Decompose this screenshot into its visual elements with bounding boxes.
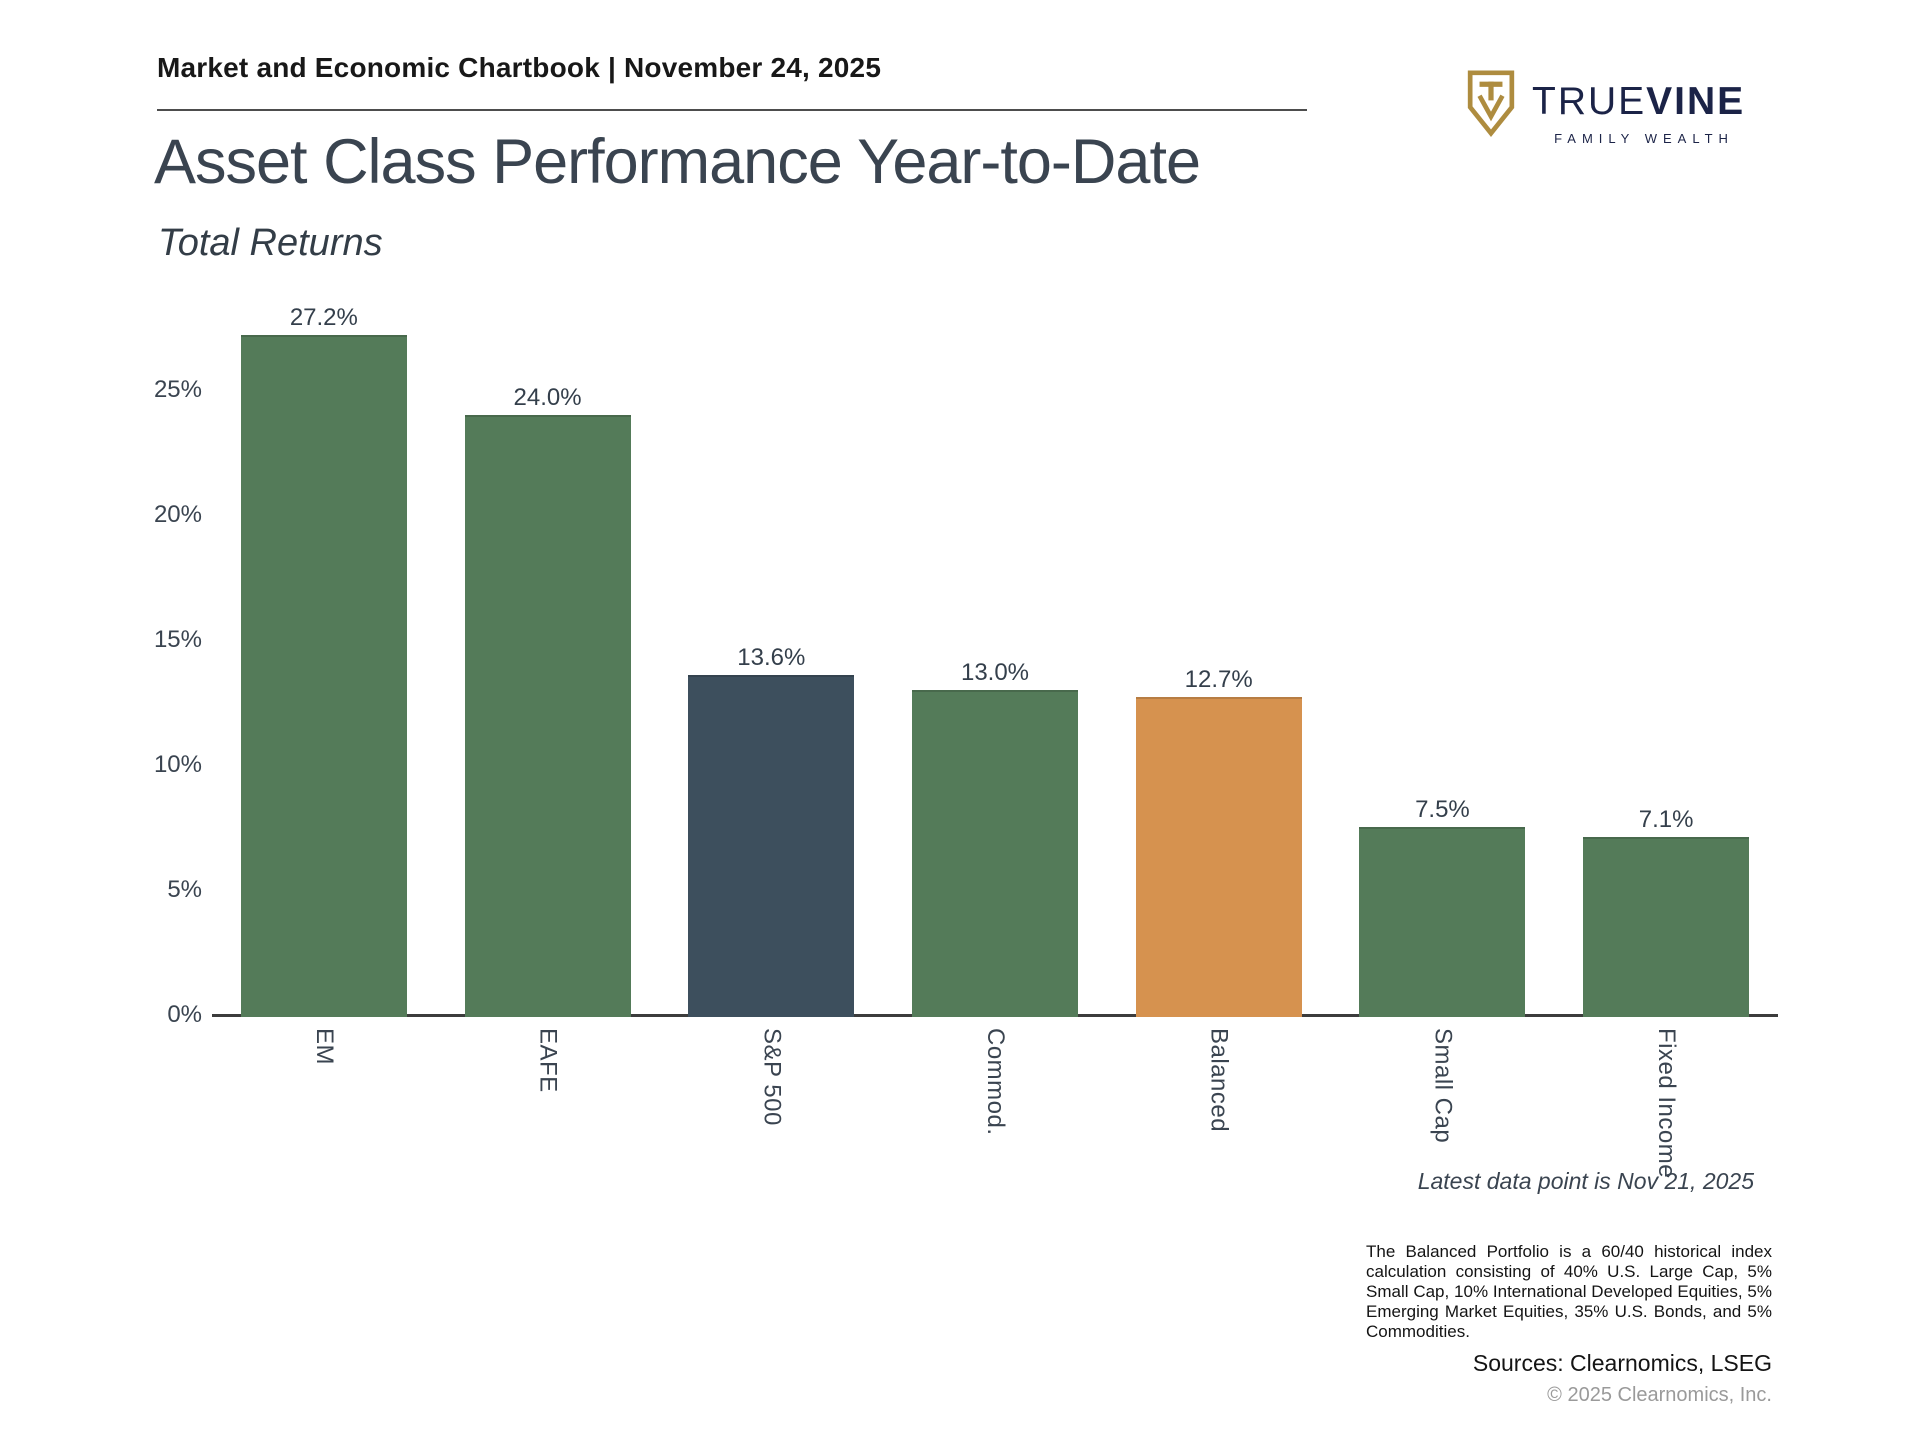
bar-s-p-500 [688,675,855,1017]
bar-value-label-em: 27.2% [289,304,358,331]
sources-note: Sources: Clearnomics, LSEG [1472,1350,1772,1376]
bar-value-label-small-cap: 7.5% [1415,796,1470,823]
x-axis-category-label-em: EM [310,1028,338,1065]
y-axis-tick-label-25: 25% [153,376,202,403]
x-axis-category-label-eafe: EAFE [534,1028,562,1093]
x-axis-category-label-s-p-500: S&P 500 [758,1028,786,1126]
brand-name-true: TRUE [1532,80,1647,123]
y-axis-tick-label-20: 20% [153,501,202,528]
chartbook-header-line: Market and Economic Chartbook | November… [157,52,882,83]
truevine-shield-logo-icon [1467,70,1515,137]
bar-value-label-fixed-income: 7.1% [1638,806,1694,833]
x-axis-category-label-small-cap: Small Cap [1429,1028,1457,1144]
bar-value-label-commod: 13.0% [960,659,1030,686]
brand-name-vine: VINE [1646,80,1746,123]
bar-commod [912,690,1078,1017]
x-axis-category-label-fixed-income: Fixed Income [1653,1028,1681,1179]
bar-small-cap [1359,827,1526,1017]
brand-tagline: FAMILY WEALTH [1554,131,1734,146]
page-subtitle: Total Returns [158,222,383,264]
bar-eafe [464,415,631,1017]
y-axis-tick-label-5: 5% [167,876,202,903]
y-axis-tick-label-10: 10% [153,751,202,778]
bar-value-label-eafe: 24.0% [513,384,582,411]
brand-wordmark: TRUEVINE [1532,80,1745,124]
bar-fixed-income [1583,837,1750,1017]
copyright-note: © 2025 Clearnomics, Inc. [1547,1384,1772,1406]
bar-value-label-balanced: 12.7% [1184,666,1253,693]
x-axis-category-label-balanced: Balanced [1205,1028,1233,1133]
bar-value-label-s-p-500: 13.6% [737,644,806,671]
balanced-portfolio-footnote: The Balanced Portfolio is a 60/40 histor… [1366,1242,1772,1341]
page-title: Asset Class Performance Year-to-Date [154,127,1201,197]
latest-data-note: Latest data point is Nov 21, 2025 [1417,1168,1754,1194]
y-axis-tick-label-15: 15% [153,626,202,653]
bar-balanced [1135,697,1302,1017]
y-axis-tick-label-0: 0% [167,1001,202,1028]
x-axis-category-label-commod: Commod. [982,1028,1009,1136]
header-divider [157,109,1307,111]
bar-em [240,335,407,1017]
